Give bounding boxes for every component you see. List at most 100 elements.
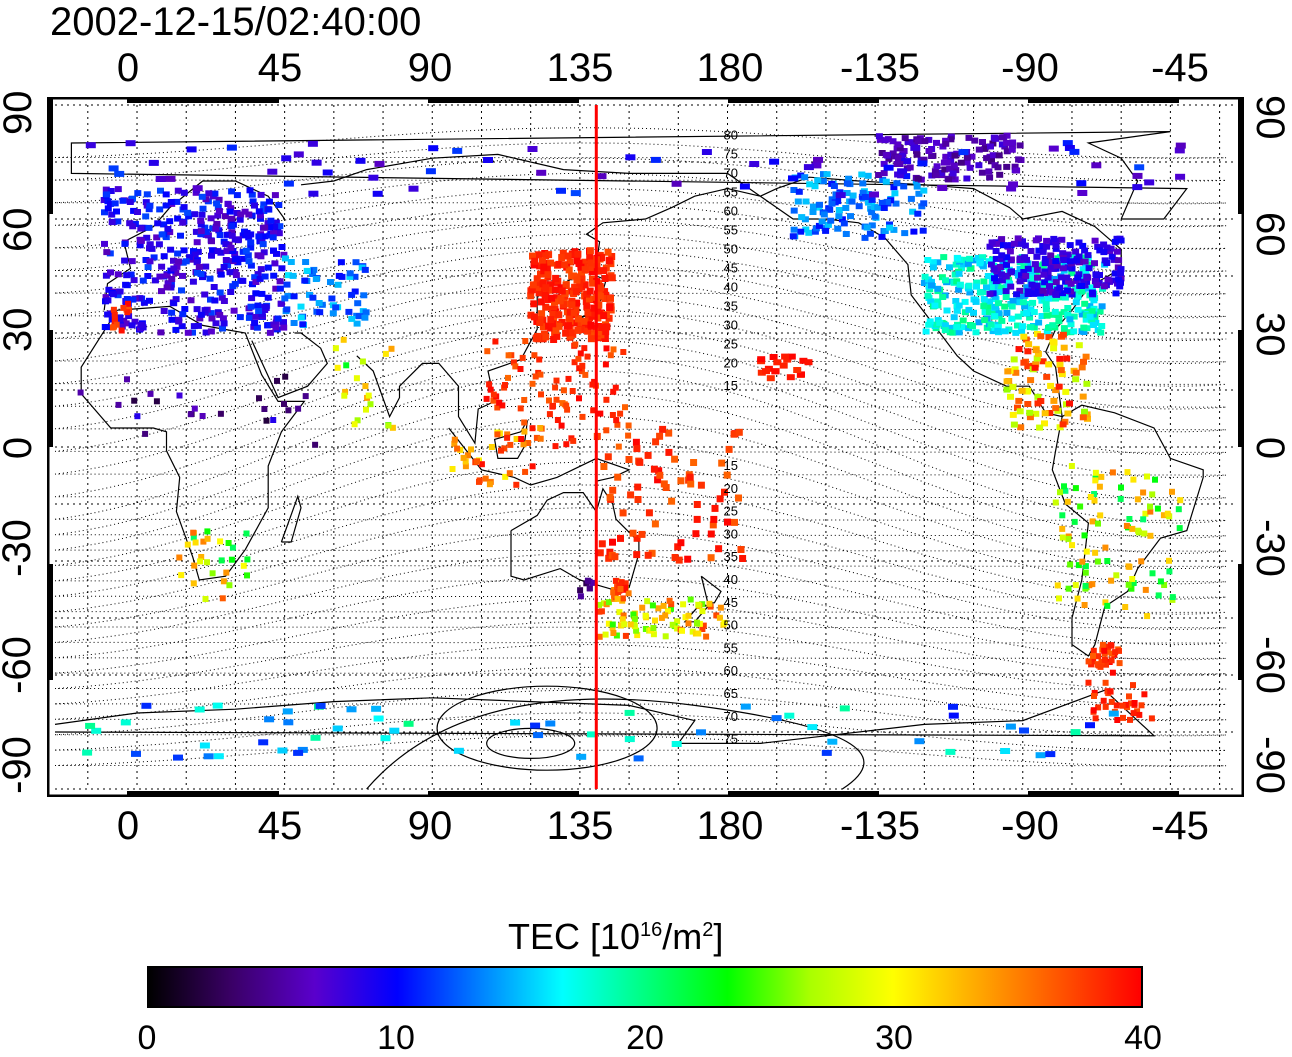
tec-cell [542,284,550,292]
tec-cell [1069,542,1075,549]
tec-cell [1001,303,1009,310]
tec-cell [931,302,939,309]
tec-cell [1104,648,1111,655]
tec-cell [797,172,805,179]
tec-cell [299,321,307,328]
tec-cell [871,213,879,220]
tec-cell [272,285,280,292]
tec-cell [1094,558,1101,565]
tec-cell [568,250,576,258]
tec-cell [227,205,235,212]
tec-cell [247,303,255,310]
tec-cell [830,183,838,189]
tec-cell [867,205,875,212]
tec-cell [955,286,963,293]
bottom-lon-tick: -45 [1151,804,1209,848]
tec-cell [106,200,114,207]
right-lat-tick: -60 [1248,636,1292,694]
tec-cell [979,254,987,261]
tec-cell [546,411,553,418]
tec-cell [622,580,629,587]
tec-cell [907,195,915,202]
tec-cell [881,228,889,234]
tec-cell [631,621,638,628]
tec-cell [1063,287,1071,294]
tec-cell [600,267,608,275]
tec-cell [544,271,552,279]
tec-cell [281,401,287,407]
tec-cell [1048,259,1056,265]
tec-cell [226,582,233,589]
tec-cell [1108,577,1115,584]
tec-cell [797,228,805,235]
tec-cell [261,406,268,412]
tec-cell [265,198,273,205]
tec-cell [998,236,1006,243]
tec-cell [803,164,814,171]
tec-cell [953,278,961,285]
tec-cell [113,208,120,215]
tec-cell [111,200,119,207]
tec-cell [1026,414,1034,421]
tec-cell [1016,240,1024,247]
tec-cell [546,397,552,404]
tec-cell [942,277,949,284]
tec-cell [101,209,108,216]
tec-cell [929,264,937,271]
tec-cell [204,559,210,566]
tec-cell [547,316,555,324]
tec-cell [131,318,139,325]
tec-cell [371,705,382,712]
tec-cell [283,281,291,288]
tec-cell [1008,315,1016,322]
tec-cell [630,611,637,618]
tec-cell [227,244,235,251]
colorbar-tick: 10 [377,1019,415,1057]
tec-cell [842,231,850,237]
tec-cell [194,322,202,329]
tec-cell [1152,476,1158,483]
tec-cell [1014,235,1022,242]
tec-cell [530,300,538,308]
tec-cell [946,264,953,271]
tec-cell [1091,497,1098,504]
tec-cell [948,703,958,710]
tec-cell [537,298,545,306]
tec-cell [586,247,594,255]
tec-cell [1166,568,1173,575]
tec-cell [207,296,214,303]
tec-cell [650,465,658,473]
tec-cell [1026,314,1034,321]
tec-cell [202,263,210,270]
tec-cell [1086,313,1094,320]
tec-cell [457,446,464,453]
tec-cell [1014,270,1021,276]
tec-cell [601,288,609,296]
tec-cell [362,309,370,316]
tec-cell [552,443,559,450]
tec-cell [598,254,606,262]
tec-cell [605,620,612,627]
tec-cell [1081,408,1088,415]
tec-cell [960,256,968,263]
tec-cell [310,266,318,273]
tec-cell [739,555,747,562]
tec-cell [603,427,610,434]
tec-cell [248,295,256,302]
tec-cell [1034,274,1041,281]
tec-cell [103,324,111,331]
tec-cell [1062,388,1070,395]
tec-cell [868,222,876,229]
tec-cell [1130,580,1137,586]
tec-cell [735,428,743,436]
tec-cell [1114,717,1121,723]
tec-cell [946,324,954,331]
tec-cell [1072,277,1080,284]
tec-cell [662,633,669,640]
tec-cell [1064,264,1072,271]
tec-cell [1126,693,1132,700]
tec-cell [428,145,439,152]
tec-cell [614,595,621,602]
tec-cell [192,185,203,192]
tec-cell [541,291,549,299]
